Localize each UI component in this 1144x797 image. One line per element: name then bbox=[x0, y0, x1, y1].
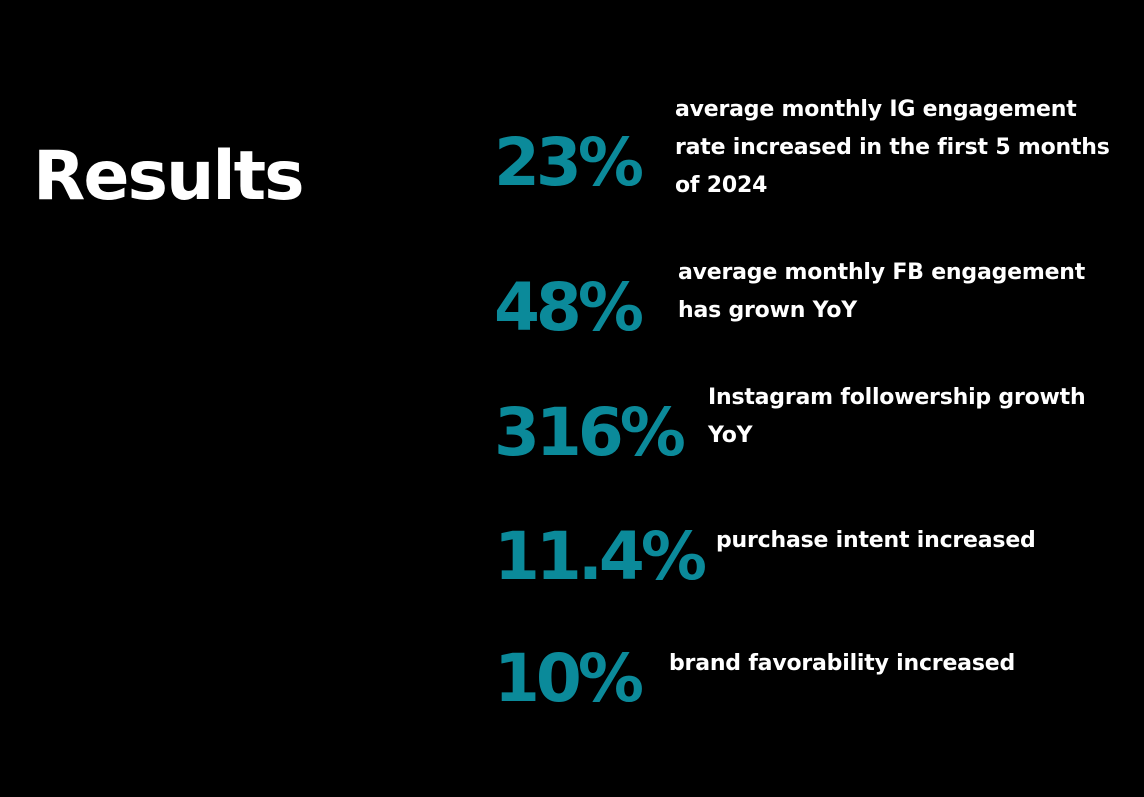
stat-description: average monthly FB engagement has grown … bbox=[678, 254, 1085, 330]
stat-value: 23% bbox=[494, 124, 644, 201]
stat-description-line: YoY bbox=[708, 423, 753, 448]
stat-description-line: brand favorability increased bbox=[669, 651, 1015, 676]
stat-description-line: has grown YoY bbox=[678, 298, 857, 323]
stat-description-line: rate increased in the first 5 months bbox=[675, 135, 1110, 160]
page-title: Results bbox=[33, 137, 305, 216]
stat-description: purchase intent increased bbox=[716, 522, 1036, 560]
stat-description-line: average monthly FB engagement bbox=[678, 260, 1086, 285]
stat-description-line: of 2024 bbox=[675, 173, 768, 198]
stat-description-line: average monthly IG engagement bbox=[675, 97, 1077, 122]
stat-description: brand favorability increased bbox=[669, 645, 1015, 683]
stat-value: 48% bbox=[494, 269, 644, 346]
stat-value: 316% bbox=[494, 394, 686, 471]
stat-description-line: purchase intent increased bbox=[716, 528, 1036, 553]
stat-description-line: Instagram followership growth bbox=[708, 385, 1086, 410]
stat-value: 10% bbox=[494, 640, 644, 717]
stat-value: 11.4% bbox=[494, 518, 707, 595]
stat-description: Instagram followership growth YoY bbox=[708, 379, 1086, 455]
stat-description: average monthly IG engagement rate incre… bbox=[675, 91, 1110, 205]
